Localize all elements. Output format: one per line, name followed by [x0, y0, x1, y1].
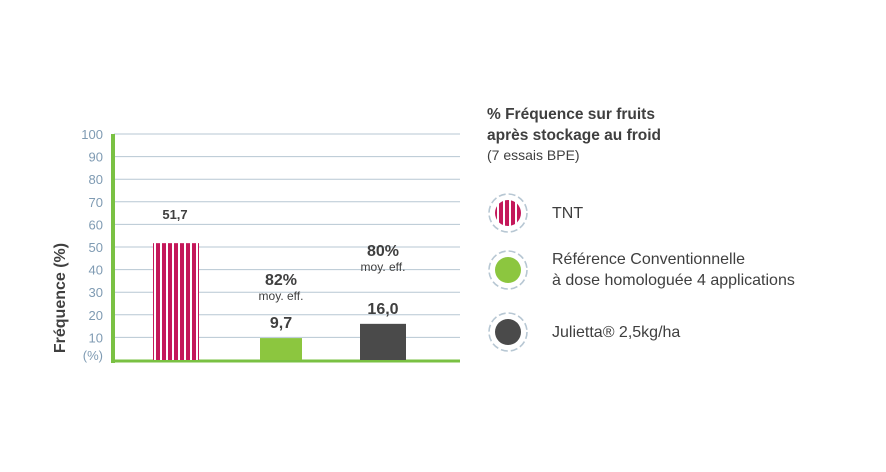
y-tick-label: 50 [89, 240, 103, 255]
y-axis-unit: (%) [83, 348, 103, 363]
bar-3 [360, 323, 406, 360]
legend-title-line2: après stockage au froid [487, 127, 662, 144]
legend-item-tnt: TNT [487, 192, 583, 234]
legend: % Fréquence sur fruits après stockage au… [487, 104, 877, 352]
y-tick-label: 60 [89, 217, 103, 232]
efficacy-pct-3: 80% [367, 243, 399, 260]
green-circle-icon [488, 250, 528, 290]
efficacy-pct-2: 82% [265, 272, 297, 289]
y-tick-label: 80 [89, 172, 103, 187]
efficacy-label-3: moy. eff. [361, 260, 406, 274]
legend-item-reference-line1: Référence Conventionnelle [552, 251, 746, 268]
y-tick-label: 70 [89, 195, 103, 210]
y-tick-label: 30 [89, 285, 103, 300]
y-tick-label: 40 [89, 263, 103, 278]
legend-item-julietta-label: Julietta® 2,5kg/ha [552, 323, 681, 341]
value-label-2: 9,7 [270, 315, 292, 332]
bar-1 [153, 243, 199, 360]
legend-item-tnt-label: TNT [552, 204, 584, 222]
striped-circle-icon [488, 193, 528, 233]
y-tick-label: 90 [89, 150, 103, 165]
efficacy-label-2: moy. eff. [259, 289, 304, 303]
bar-2 [260, 338, 302, 360]
y-tick-label: 100 [81, 127, 103, 142]
dark-circle-icon [488, 312, 528, 352]
y-axis-label: Fréquence (%) [52, 243, 69, 353]
legend-subtitle: (7 essais BPE) [487, 147, 580, 163]
legend-item-julietta: Julietta® 2,5kg/ha [487, 311, 680, 353]
y-tick-label: 20 [89, 308, 103, 323]
value-label-1: 51,7 [162, 207, 187, 222]
y-tick-label: 10 [89, 330, 103, 345]
legend-item-reference-line2: à dose homologuée 4 applications [552, 272, 795, 289]
legend-item-reference: Référence Conventionnelle à dose homolog… [487, 249, 795, 291]
value-label-3: 16,0 [367, 301, 398, 318]
legend-title-line1: % Fréquence sur fruits [487, 106, 655, 123]
